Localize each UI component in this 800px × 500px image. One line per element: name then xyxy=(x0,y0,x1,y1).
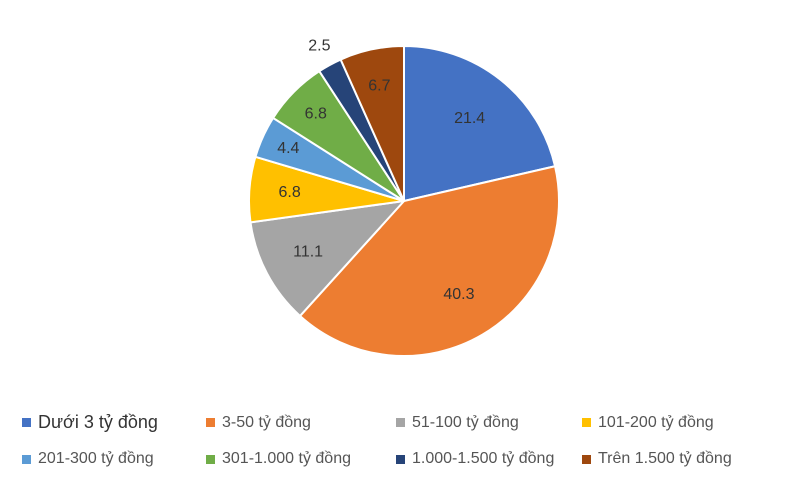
legend-label-4: 201-300 tỷ đồng xyxy=(38,450,154,467)
legend-item-1: 3-50 tỷ đồng xyxy=(206,412,396,433)
slice-label-0: 21.4 xyxy=(454,110,485,127)
legend-item-5: 301-1.000 tỷ đồng xyxy=(206,450,396,468)
legend-swatch-2 xyxy=(396,418,405,427)
legend-label-1: 3-50 tỷ đồng xyxy=(222,413,311,431)
legend: Dưới 3 tỷ đồng 3-50 tỷ đồng 51-100 tỷ đồ… xyxy=(22,412,792,468)
legend-swatch-7 xyxy=(582,454,591,464)
legend-item-3: 101-200 tỷ đồng xyxy=(582,412,782,433)
legend-swatch-3 xyxy=(582,418,591,427)
slice-label-7: 6.7 xyxy=(368,77,390,94)
pie-slice-0 xyxy=(403,44,557,203)
pie-plot-area: 21.4 40.3 11.1 6.8 4.4 6.8 2.5 6.7 xyxy=(248,37,560,357)
slice-label-5: 6.8 xyxy=(305,105,327,122)
legend-swatch-6 xyxy=(396,454,405,464)
slice-label-1: 40.3 xyxy=(443,286,474,303)
legend-item-2: 51-100 tỷ đồng xyxy=(396,412,582,433)
legend-swatch-1 xyxy=(206,418,215,427)
slice-label-4: 4.4 xyxy=(277,140,299,157)
slice-label-6: 2.5 xyxy=(308,37,330,54)
legend-item-0: Dưới 3 tỷ đồng xyxy=(22,412,206,433)
legend-label-3: 101-200 tỷ đồng xyxy=(598,413,714,431)
legend-item-7: Trên 1.500 tỷ đồng xyxy=(582,450,782,468)
legend-swatch-0 xyxy=(22,418,31,427)
pie-slice-1 xyxy=(298,165,560,357)
pie-slice-7 xyxy=(339,44,405,202)
legend-label-6: 1.000-1.500 tỷ đồng xyxy=(412,450,555,467)
pie-slice-2 xyxy=(249,199,407,318)
legend-label-7: Trên 1.500 tỷ đồng xyxy=(598,450,732,467)
legend-item-4: 201-300 tỷ đồng xyxy=(22,450,206,468)
slice-label-2: 11.1 xyxy=(293,243,323,260)
legend-label-2: 51-100 tỷ đồng xyxy=(412,413,519,431)
legend-item-6: 1.000-1.500 tỷ đồng xyxy=(396,450,582,468)
legend-swatch-4 xyxy=(22,454,31,464)
slice-label-3: 6.8 xyxy=(279,184,301,201)
legend-swatch-5 xyxy=(206,454,215,464)
legend-label-5: 301-1.000 tỷ đồng xyxy=(222,450,351,467)
legend-label-0: Dưới 3 tỷ đồng xyxy=(38,412,158,432)
